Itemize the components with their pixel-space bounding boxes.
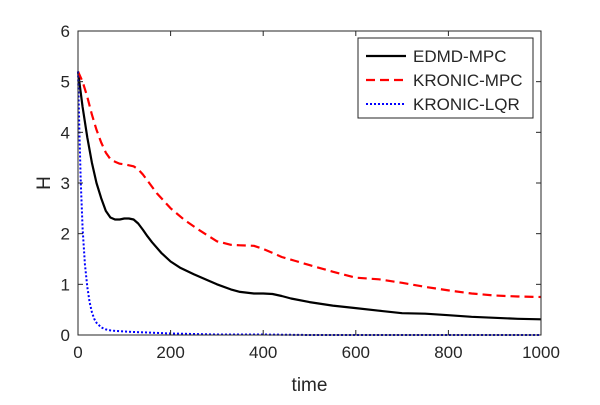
- x-tick-label-2: 400: [249, 343, 277, 362]
- x-tick-label-4: 800: [434, 343, 462, 362]
- legend-label-1: KRONIC-MPC: [413, 71, 523, 90]
- x-tick-label-0: 0: [73, 343, 82, 362]
- x-tick-label-1: 200: [156, 343, 184, 362]
- y-tick-label-1: 1: [61, 275, 70, 294]
- legend: EDMD-MPC KRONIC-MPC KRONIC-LQR: [357, 37, 534, 119]
- y-tick-label-2: 2: [61, 225, 70, 244]
- legend-label-0: EDMD-MPC: [413, 47, 507, 66]
- series-layer: [76, 71, 542, 336]
- series-line-1: [76, 71, 542, 299]
- y-tick-label-3: 3: [61, 174, 70, 193]
- y-tick-label-5: 5: [61, 73, 70, 92]
- y-tick-label-0: 0: [61, 326, 70, 345]
- legend-label-2: KRONIC-LQR: [413, 95, 520, 114]
- y-axis-label: H: [34, 176, 55, 190]
- y-tick-label-4: 4: [61, 123, 70, 142]
- x-axis-label: time: [292, 375, 328, 396]
- series-line-0: [76, 71, 542, 321]
- series-line-2: [77, 71, 541, 336]
- ticks-layer: 0 200 400 600 800 1000 0 1 2 3 4 5 6: [61, 22, 560, 362]
- x-tick-label-3: 600: [342, 343, 370, 362]
- x-tick-label-5: 1000: [522, 343, 560, 362]
- y-tick-label-6: 6: [61, 22, 70, 41]
